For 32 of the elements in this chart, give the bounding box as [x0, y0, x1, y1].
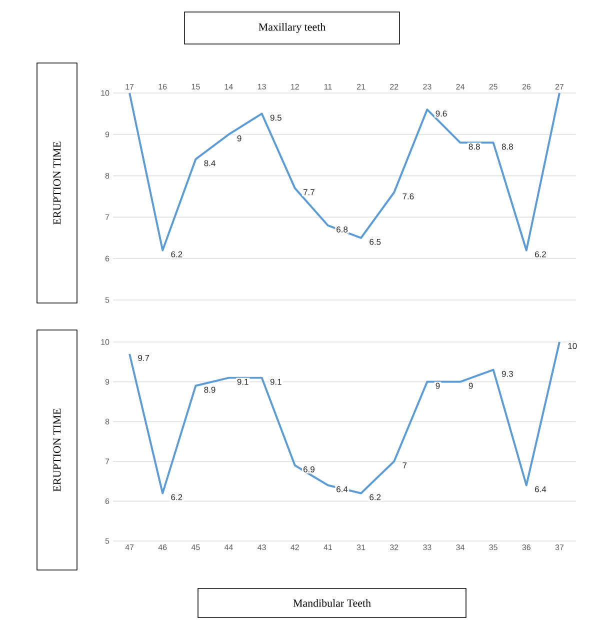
data-label: 9.7 [138, 354, 150, 361]
data-label: 6.2 [370, 494, 381, 500]
data-label: 9 [237, 135, 242, 142]
data-label: 6.2 [171, 251, 182, 258]
data-label: 6.9 [304, 466, 314, 472]
data-label: 7.7 [304, 189, 314, 196]
data-label: 9.5 [270, 114, 282, 121]
data-label: 8.4 [204, 160, 216, 166]
data-label: 9 [436, 382, 440, 389]
data-label: 9.1 [237, 378, 248, 385]
data-label: 6.2 [535, 251, 546, 258]
data-label: 10 [568, 343, 577, 349]
data-label: 6.4 [336, 486, 348, 492]
data-label: 6.8 [336, 226, 348, 232]
data-label: 8.9 [204, 386, 216, 393]
data-label: 6.2 [171, 494, 182, 500]
chart-title: Maxillary teeth [258, 23, 326, 33]
data-label: 9.6 [436, 110, 447, 117]
y-axis-title: ERUPTION TIME [53, 142, 61, 225]
data-label: 6.5 [370, 238, 381, 245]
data-label: 8.8 [502, 144, 513, 150]
data-label: 7 [402, 462, 407, 468]
data-label: 8.8 [468, 144, 480, 150]
line-series [128, 92, 560, 252]
data-label: 9 [468, 382, 473, 389]
text: Mandibular Teeth [293, 599, 371, 607]
line-series [128, 340, 560, 494]
y-axis-title: ERUPTION TIME [53, 408, 61, 492]
data-label: 7.6 [402, 193, 414, 200]
data-label: 9.3 [502, 370, 513, 377]
data-label: 9.1 [270, 378, 282, 385]
data-label: 6.4 [535, 486, 546, 492]
